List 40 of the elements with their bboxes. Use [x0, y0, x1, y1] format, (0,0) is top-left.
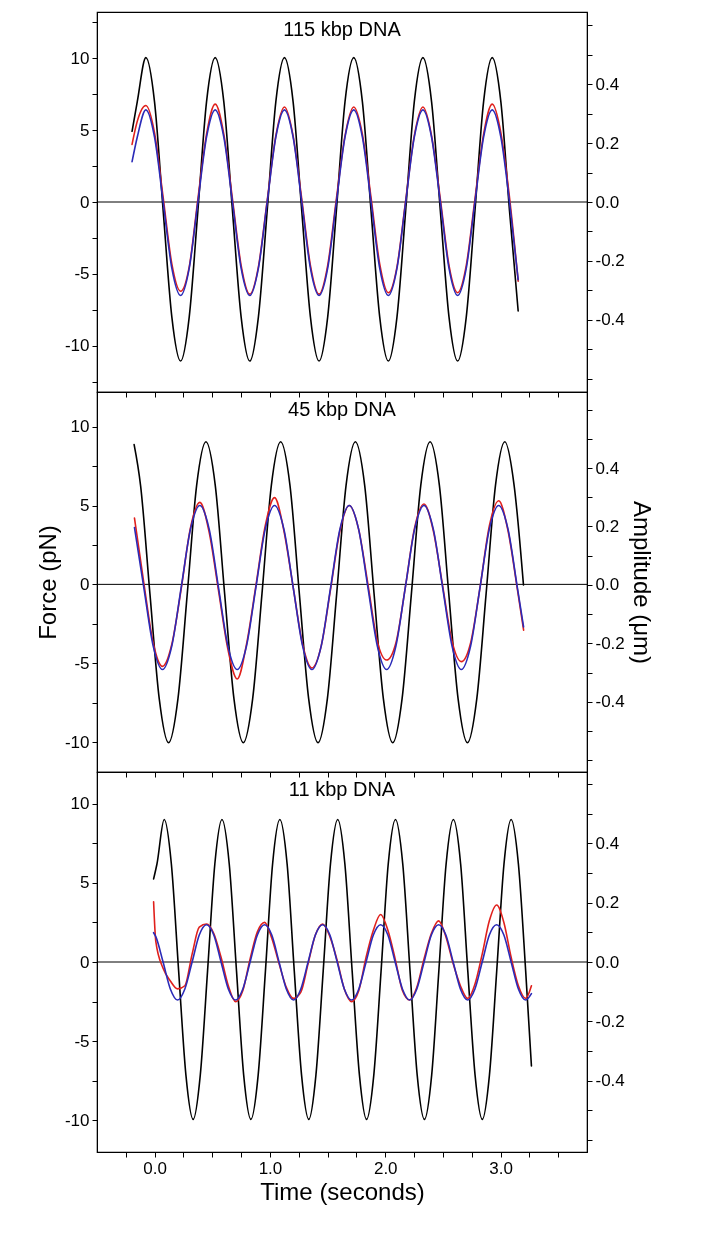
chart-title: 115 kbp DNA — [283, 18, 402, 40]
x-axis-title: Time (seconds) — [260, 1177, 425, 1205]
y2-tick-label: 0.2 — [595, 516, 620, 536]
y2-tick-label: -0.2 — [595, 633, 625, 653]
y2-tick-label: 0.4 — [595, 833, 620, 853]
y-tick-label: 5 — [80, 120, 90, 140]
chart-title: 45 kbp DNA — [288, 398, 397, 420]
y2-tick-label: -0.4 — [595, 692, 625, 712]
x-tick-label: 2.0 — [373, 1158, 398, 1178]
y2-tick-label: 0.0 — [595, 192, 620, 212]
y-tick-label: 10 — [70, 417, 90, 437]
y-tick-label: 0 — [80, 952, 90, 972]
y2-tick-label: 0.4 — [595, 458, 620, 478]
y-tick-label: 0 — [80, 574, 90, 594]
y-tick-label: -5 — [74, 1031, 90, 1051]
y2-tick-label: -0.4 — [595, 310, 625, 330]
y-tick-label: -5 — [74, 264, 90, 284]
y2-tick-label: 0.2 — [595, 893, 620, 913]
y2-tick-label: -0.2 — [595, 1011, 625, 1031]
x-tick-label: 3.0 — [489, 1158, 513, 1178]
y2-tick-label: -0.2 — [595, 251, 625, 271]
x-tick-label: 1.0 — [258, 1158, 283, 1178]
chart-title: 11 kbp DNA — [288, 778, 396, 800]
y2-tick-label: -0.4 — [595, 1071, 625, 1091]
y-axis-title: Force (pN) — [33, 525, 61, 640]
y-tick-label: 10 — [70, 794, 90, 814]
y-tick-label: 0 — [80, 192, 90, 212]
y-tick-label: 10 — [70, 48, 90, 68]
y2-axis-title: Amplitude (μm) — [628, 500, 656, 665]
x-tick-label: 0.0 — [143, 1158, 167, 1178]
y2-tick-label: 0.0 — [595, 952, 620, 972]
y-tick-label: -5 — [74, 653, 90, 673]
y-tick-label: 5 — [80, 496, 90, 516]
y-tick-label: -10 — [64, 732, 90, 752]
y2-tick-label: 0.4 — [595, 74, 620, 94]
y-tick-label: -10 — [64, 336, 90, 356]
y2-tick-label: 0.2 — [595, 133, 620, 153]
y-tick-label: 5 — [80, 873, 90, 893]
y2-tick-label: 0.0 — [595, 575, 620, 595]
y-tick-label: -10 — [64, 1110, 90, 1130]
